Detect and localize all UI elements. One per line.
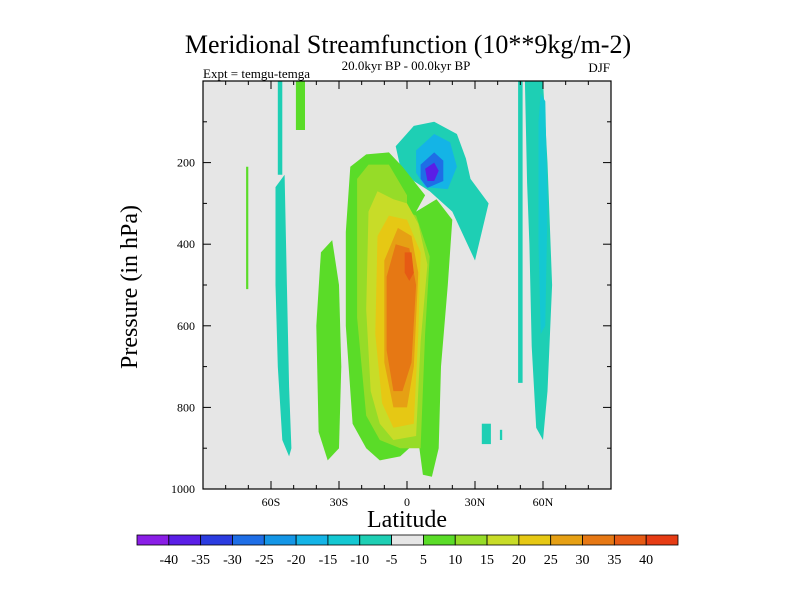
region-sh-upper-cyan-strip xyxy=(277,81,283,175)
x-tick-label: 30S xyxy=(330,495,349,509)
x-tick-label: 0 xyxy=(404,495,410,509)
y-tick-label: 1000 xyxy=(171,482,195,496)
x-axis-ticks: 60S 30S 0 30N 60N xyxy=(202,81,612,509)
colorbar-box xyxy=(613,534,647,546)
x-tick-label: 60S xyxy=(262,495,281,509)
colorbar-box xyxy=(423,534,456,546)
colorbar-box xyxy=(391,534,424,546)
region-orange-peak xyxy=(404,252,414,281)
season-label: DJF xyxy=(588,60,610,75)
colorbar-box xyxy=(327,534,361,546)
colorbar-label: -20 xyxy=(287,553,306,568)
colorbar-box xyxy=(295,534,329,546)
colorbar-box xyxy=(518,534,552,546)
colorbar-box xyxy=(168,534,202,546)
colorbar-label: -30 xyxy=(223,553,242,568)
y-tick-label: 800 xyxy=(177,400,195,414)
colorbar: -40 -35 -30 -25 -20 -15 -10 -5 5 10 15 20 25 30 35 40 xyxy=(136,534,679,568)
colorbar-box xyxy=(582,534,615,546)
colorbar-box xyxy=(359,534,392,546)
region-nh-blue-inner xyxy=(538,93,548,334)
colorbar-label: 25 xyxy=(544,553,558,568)
region-nh-small-cyan-blob xyxy=(481,423,491,445)
colorbar-label: -5 xyxy=(386,553,398,568)
y-axis-ticks: 200 400 600 800 1000 xyxy=(171,121,611,496)
colorbar-label: -40 xyxy=(159,553,178,568)
region-upper-core-cell xyxy=(425,162,439,181)
colorbar-label: 20 xyxy=(512,553,526,568)
colorbar-box xyxy=(645,534,679,546)
experiment-label: Expt = temgu-temga xyxy=(203,66,310,81)
colorbar-box xyxy=(486,534,520,546)
region-nh-cyan-thin-strip xyxy=(518,81,523,383)
colorbar-label: 10 xyxy=(448,553,462,568)
colorbar-label: -15 xyxy=(319,553,338,568)
contour-regions xyxy=(246,81,553,477)
chart-title: Meridional Streamfunction (10**9kg/m-2) xyxy=(185,30,631,59)
colorbar-label: 30 xyxy=(576,553,590,568)
x-axis-title: Latitude xyxy=(367,507,447,533)
colorbar-label: -25 xyxy=(255,553,274,568)
y-axis-title: Pressure (in hPa) xyxy=(117,205,143,369)
colorbar-label: 40 xyxy=(639,553,653,568)
y-tick-label: 200 xyxy=(177,156,195,170)
colorbar-label: -35 xyxy=(191,553,210,568)
colorbar-box xyxy=(454,534,488,546)
region-sh-green-column xyxy=(316,240,342,461)
x-tick-label: 30N xyxy=(465,495,486,509)
region-sh-upper-green-strip xyxy=(295,81,305,130)
colorbar-box xyxy=(136,534,170,546)
colorbar-label: 15 xyxy=(480,553,494,568)
region-orange-core xyxy=(386,244,417,392)
region-far-south-thin-strip xyxy=(246,166,249,290)
colorbar-box xyxy=(550,534,583,546)
region-nh-tiny-cyan-blob xyxy=(499,429,503,440)
region-sh-cyan-column xyxy=(275,174,292,457)
y-tick-label: 400 xyxy=(177,237,195,251)
colorbar-box xyxy=(232,534,265,546)
colorbar-box xyxy=(263,534,297,546)
x-tick-label: 60N xyxy=(533,495,554,509)
colorbar-label: 35 xyxy=(607,553,621,568)
chart-subtitle: 20.0kyr BP - 00.0kyr BP xyxy=(342,58,471,73)
colorbar-label: 5 xyxy=(420,553,427,568)
colorbar-label: -10 xyxy=(350,553,369,568)
colorbar-box xyxy=(200,534,233,546)
y-tick-label: 600 xyxy=(177,319,195,333)
